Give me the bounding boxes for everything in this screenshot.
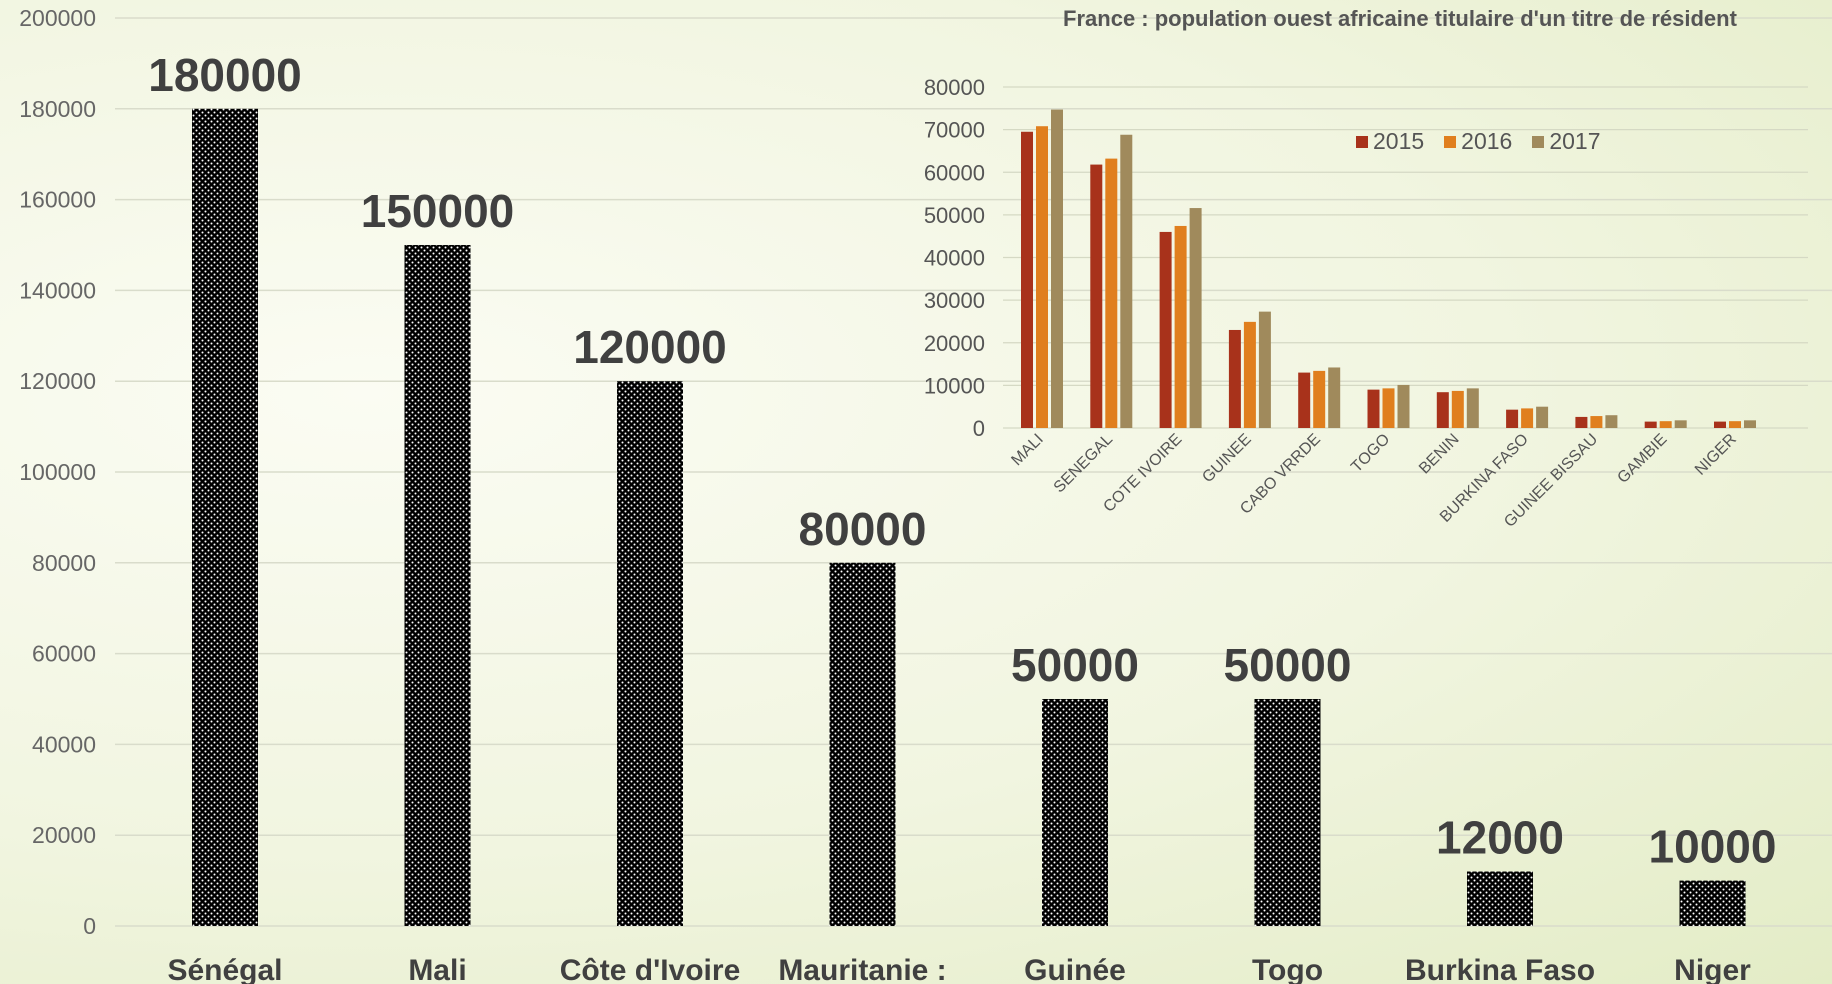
legend-label-2016: 2016 — [1461, 128, 1513, 154]
main-bar — [192, 108, 258, 927]
main-category-label: Mali — [408, 954, 466, 984]
main-ytick-label: 140000 — [19, 277, 96, 303]
main-category-label: Sénégal — [167, 954, 282, 984]
main-ytick-label: 40000 — [32, 731, 96, 757]
main-bar — [404, 245, 471, 926]
main-bar — [1254, 699, 1321, 926]
main-data-label: 50000 — [1011, 639, 1139, 691]
main-ytick-label: 120000 — [19, 368, 96, 394]
main-data-label: 150000 — [361, 185, 515, 237]
main-bar — [617, 381, 683, 926]
main-category-label: Niger — [1674, 954, 1751, 984]
main-ytick-label: 200000 — [19, 5, 96, 31]
legend-label-2017: 2017 — [1549, 128, 1601, 154]
main-ytick-label: 60000 — [32, 641, 96, 667]
main-data-label: 120000 — [573, 321, 727, 373]
legend-item-2016: 2016 — [1444, 128, 1512, 155]
main-bar — [1467, 871, 1533, 926]
inset-legend: 2015 2016 2017 — [1356, 128, 1601, 155]
main-bar — [1042, 699, 1108, 926]
main-category-label: Côte d'Ivoire — [560, 954, 741, 984]
main-category-label: Togo — [1252, 954, 1323, 984]
legend-swatch-2017 — [1532, 135, 1545, 148]
main-ytick-label: 160000 — [19, 187, 96, 213]
main-ytick-label: 0 — [83, 913, 96, 939]
main-ytick-label: 20000 — [32, 822, 96, 848]
legend-item-2017: 2017 — [1532, 128, 1601, 155]
main-data-label: 10000 — [1649, 821, 1777, 873]
main-data-label: 80000 — [799, 503, 927, 555]
main-ytick-label: 80000 — [32, 550, 96, 576]
inset-chart-title: France : population ouest africaine titu… — [1063, 6, 1737, 31]
main-category-label: Mauritanie : — [778, 954, 946, 984]
main-ytick-label: 180000 — [19, 96, 96, 122]
legend-swatch-2016 — [1444, 135, 1457, 148]
main-category-label: Guinée — [1024, 954, 1126, 984]
legend-swatch-2015 — [1356, 135, 1368, 148]
main-bar — [1679, 880, 1746, 926]
legend-item-2015: 2015 — [1356, 128, 1424, 155]
main-bar — [829, 562, 896, 926]
main-category-label: Burkina Faso — [1405, 954, 1595, 984]
main-data-label: 180000 — [148, 49, 302, 101]
main-data-label: 12000 — [1436, 812, 1564, 864]
main-data-label: 50000 — [1224, 639, 1352, 691]
legend-label-2015: 2015 — [1373, 128, 1425, 154]
main-ytick-label: 100000 — [19, 459, 96, 485]
